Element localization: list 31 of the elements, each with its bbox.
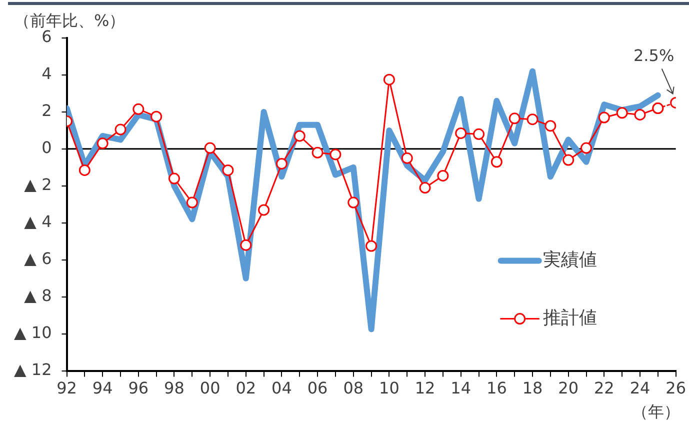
y-tick-label: ▲ 2 xyxy=(24,175,52,194)
x-tick-label: 10 xyxy=(379,378,400,398)
y-tick-label: 2 xyxy=(42,101,52,120)
x-tick-label: 24 xyxy=(630,378,650,398)
x-tick-label: 94 xyxy=(92,378,113,398)
x-tick-label: 04 xyxy=(272,378,292,398)
y-tick-label: ▲ 8 xyxy=(24,286,52,305)
annotation: 2.5% xyxy=(633,46,674,65)
x-tick-label: 12 xyxy=(414,378,436,398)
y-tick-label: ▲ 12 xyxy=(14,360,52,379)
legend-label: 推計値 xyxy=(542,307,597,328)
x-tick-label: 16 xyxy=(486,378,507,398)
x-tick-label: 06 xyxy=(307,378,328,398)
x-tick-label: 20 xyxy=(558,378,579,398)
y-tick-label: 4 xyxy=(42,64,52,84)
x-tick-label: 96 xyxy=(128,378,149,398)
x-tick-label: 26 xyxy=(666,378,686,398)
y-tick-label: ▲ 4 xyxy=(24,212,52,232)
x-tick-label: 98 xyxy=(164,378,184,398)
x-axis-title: （年） xyxy=(632,402,680,421)
y-tick-label: ▲ 10 xyxy=(14,322,52,342)
x-tick-label: 92 xyxy=(56,378,77,398)
y-tick-label: ▲ 6 xyxy=(24,249,52,268)
y-tick-label: 0 xyxy=(42,138,52,158)
x-tick-label: 18 xyxy=(522,378,543,398)
x-tick-label: 00 xyxy=(200,378,220,398)
x-tick-label: 14 xyxy=(450,378,472,398)
x-tick-label: 02 xyxy=(236,378,256,398)
legend-label: 実績値 xyxy=(542,249,597,270)
x-tick-label: 08 xyxy=(343,378,364,398)
x-tick-label: 22 xyxy=(594,378,614,398)
